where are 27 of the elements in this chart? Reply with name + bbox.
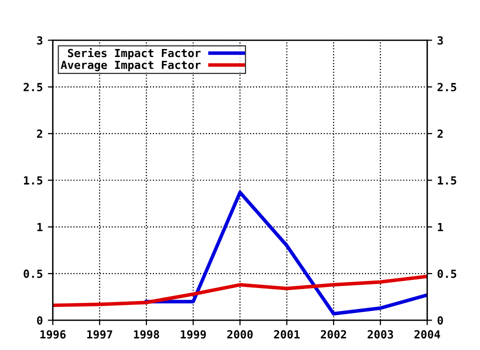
x-tick-label: 1999 <box>180 330 206 339</box>
y2-tick-label: 0.5 <box>438 270 456 278</box>
y-tick-label: 0 <box>37 316 42 325</box>
y2-tick-label: 0 <box>438 316 443 325</box>
y-tick-label: 1.5 <box>24 176 42 185</box>
x-tick-label: 2000 <box>227 330 253 339</box>
y-tick-label: 1 <box>37 223 43 232</box>
y-tick-label: 2 <box>37 130 42 138</box>
y-tick-label: 2.5 <box>24 82 42 92</box>
y2-tick-label: 2 <box>438 130 443 138</box>
y2-tick-label: 3 <box>438 36 443 45</box>
x-tick-label: 2003 <box>368 330 394 339</box>
legend-label: Series Impact Factor <box>68 48 201 60</box>
line-series <box>144 190 428 316</box>
y2-tick-label: 2.5 <box>438 82 456 92</box>
x-tick-label: 1997 <box>87 330 112 339</box>
y-tick-label: 0.5 <box>24 270 42 278</box>
y-tick-label: 3 <box>37 36 42 45</box>
x-tick-label: 2002 <box>320 330 346 339</box>
y2-tick-label: 1 <box>438 223 444 232</box>
x-tick-label: 1998 <box>134 330 160 339</box>
x-tick-label: 2001 <box>274 330 300 339</box>
legend-label: Average Impact Factor <box>60 60 201 72</box>
y2-tick-label: 1.5 <box>438 176 456 185</box>
line-series <box>52 274 428 308</box>
x-tick-label: 2004 <box>414 330 440 339</box>
x-tick-label: 1996 <box>40 330 66 339</box>
